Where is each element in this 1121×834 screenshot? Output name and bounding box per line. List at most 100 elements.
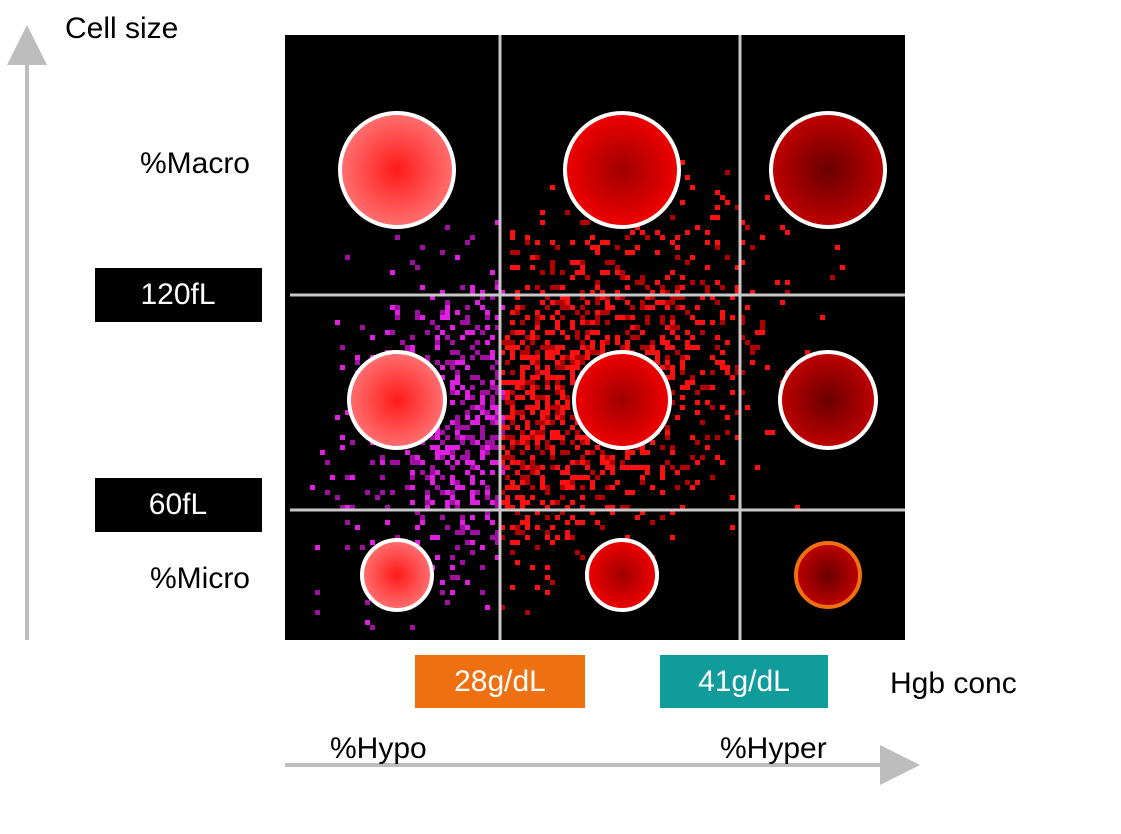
- scatter-dot: [530, 405, 535, 410]
- scatter-dot: [680, 465, 685, 470]
- scatter-dot: [440, 450, 445, 455]
- scatter-dot: [420, 460, 425, 465]
- scatter-dot: [520, 495, 525, 500]
- scatter-dot: [550, 500, 555, 505]
- scatter-dot: [465, 240, 470, 245]
- scatter-dot: [475, 375, 480, 380]
- scatter-dot: [605, 335, 610, 340]
- scatter-dot: [550, 375, 555, 380]
- scatter-dot: [730, 315, 735, 320]
- scatter-dot: [555, 245, 560, 250]
- scatter-dot: [510, 345, 515, 350]
- scatter-dot: [560, 360, 565, 365]
- scatter-dot: [510, 390, 515, 395]
- scatter-dot: [470, 495, 475, 500]
- scatter-dot: [525, 235, 530, 240]
- scatter-dot: [450, 465, 455, 470]
- scatter-dot: [510, 480, 515, 485]
- scatter-dot: [415, 525, 420, 530]
- scatter-dot: [430, 465, 435, 470]
- scatter-dot: [450, 495, 455, 500]
- scatter-dot: [675, 235, 680, 240]
- scatter-dot: [455, 530, 460, 535]
- scatter-dot: [450, 590, 455, 595]
- scatter-dot: [645, 450, 650, 455]
- scatter-dot: [505, 415, 510, 420]
- scatter-dot: [535, 440, 540, 445]
- scatter-dot: [535, 400, 540, 405]
- scatter-dot: [365, 490, 370, 495]
- scatter-dot: [565, 210, 570, 215]
- scatter-dot: [515, 410, 520, 415]
- scatter-dot: [630, 250, 635, 255]
- scatter-dot: [615, 340, 620, 345]
- scatter-dot: [440, 440, 445, 445]
- scatter-dot: [560, 345, 565, 350]
- scatter-dot: [455, 575, 460, 580]
- scatter-dot: [490, 350, 495, 355]
- scatter-dot: [545, 400, 550, 405]
- scatter-dot: [425, 475, 430, 480]
- scatter-dot: [745, 305, 750, 310]
- scatter-dot: [605, 455, 610, 460]
- scatter-dot: [695, 410, 700, 415]
- scatter-dot: [560, 405, 565, 410]
- scatter-dot: [430, 475, 435, 480]
- cell: [771, 113, 885, 227]
- scatter-dot: [520, 365, 525, 370]
- scatter-dot: [595, 320, 600, 325]
- scatter-dot: [590, 330, 595, 335]
- scatter-dot: [640, 465, 645, 470]
- scatter-dot: [510, 355, 515, 360]
- scatter-dot: [565, 480, 570, 485]
- cell: [574, 352, 670, 448]
- scatter-dot: [455, 435, 460, 440]
- scatter-dot: [565, 520, 570, 525]
- scatter-dot: [685, 340, 690, 345]
- scatter-dot: [565, 470, 570, 475]
- scatter-dot: [480, 480, 485, 485]
- scatter-dot: [490, 440, 495, 445]
- scatter-dot: [505, 345, 510, 350]
- scatter-dot: [335, 495, 340, 500]
- scatter-dot: [710, 355, 715, 360]
- scatter-dot: [705, 435, 710, 440]
- scatter-dot: [550, 455, 555, 460]
- scatter-dot: [520, 415, 525, 420]
- scatter-dot: [590, 470, 595, 475]
- scatter-dot: [670, 365, 675, 370]
- scatter-dot: [360, 545, 365, 550]
- scatter-dot: [535, 360, 540, 365]
- scatter-dot: [625, 300, 630, 305]
- scatter-dot: [450, 390, 455, 395]
- scatter-dot: [680, 405, 685, 410]
- scatter-dot: [520, 435, 525, 440]
- scatter-dot: [460, 385, 465, 390]
- scatter-dot: [520, 385, 525, 390]
- scatter-dot: [700, 455, 705, 460]
- scatter-dot: [585, 310, 590, 315]
- scatter-dot: [625, 285, 630, 290]
- scatter-dot: [680, 355, 685, 360]
- threshold-label: 28g/dL: [454, 665, 546, 698]
- scatter-dot: [455, 480, 460, 485]
- scatter-dot: [755, 330, 760, 335]
- scatter-dot: [535, 240, 540, 245]
- scatter-dot: [540, 425, 545, 430]
- scatter-dot: [530, 395, 535, 400]
- scatter-dot: [505, 465, 510, 470]
- scatter-dot: [830, 275, 835, 280]
- scatter-dot: [370, 335, 375, 340]
- scatter-dot: [545, 370, 550, 375]
- scatter-dot: [555, 360, 560, 365]
- scatter-dot: [555, 365, 560, 370]
- scatter-dot: [710, 215, 715, 220]
- scatter-dot: [730, 525, 735, 530]
- scatter-dot: [760, 235, 765, 240]
- scatter-dot: [565, 450, 570, 455]
- scatter-dot: [310, 485, 315, 490]
- scatter-dot: [665, 325, 670, 330]
- scatter-dot: [520, 410, 525, 415]
- cell: [587, 540, 657, 610]
- scatter-dot: [415, 310, 420, 315]
